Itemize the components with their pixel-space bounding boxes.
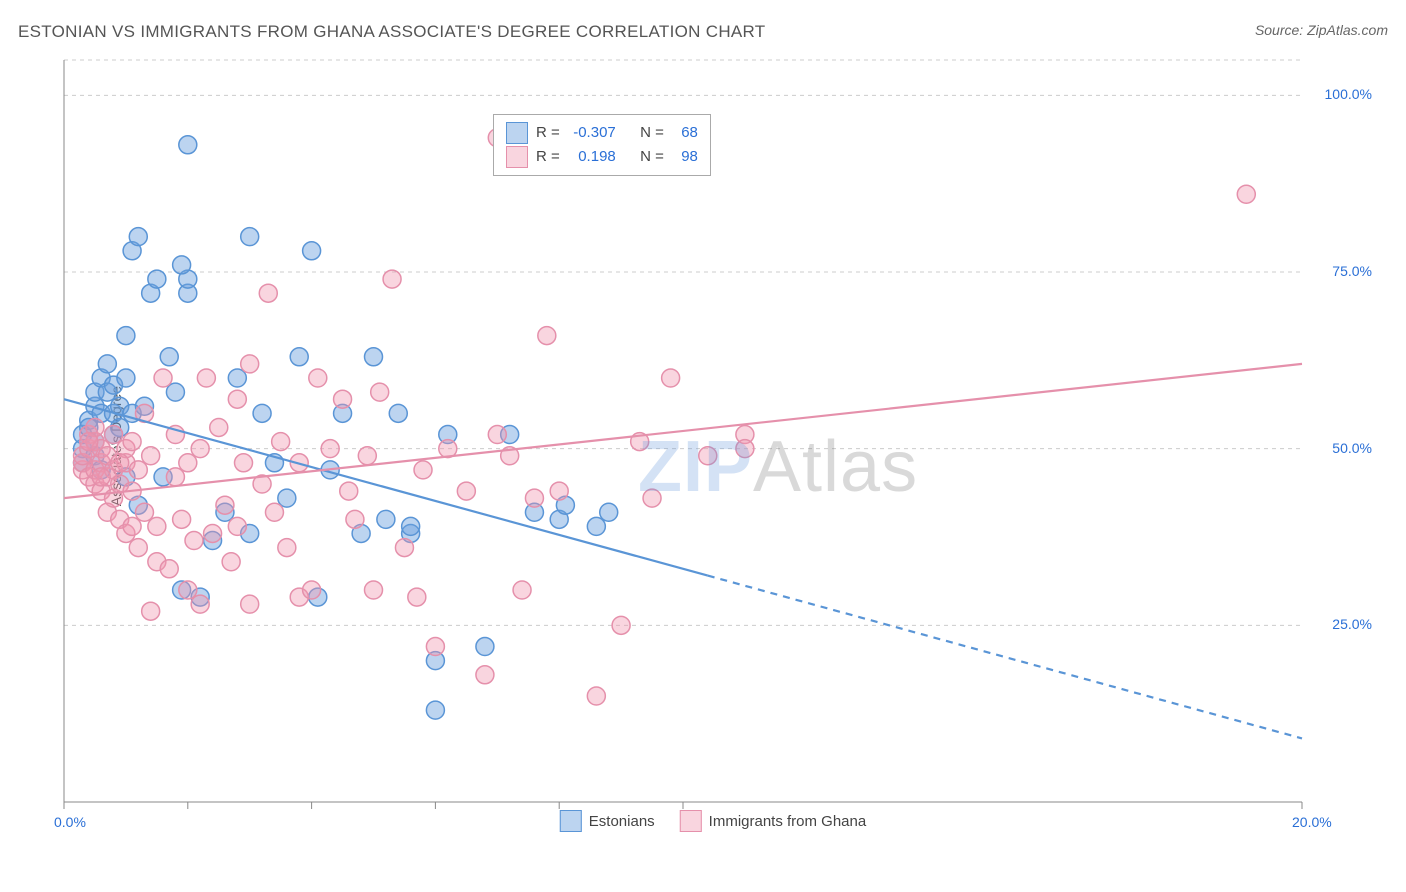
scatter-chart	[48, 56, 1378, 836]
stats-legend-box: R = -0.307 N = 68 R = 0.198 N = 98	[493, 114, 711, 176]
stat-r-label: R =	[536, 121, 560, 145]
stat-n-label: N =	[640, 145, 664, 169]
stat-r-value: 0.198	[568, 145, 616, 169]
bottom-legend: Estonians Immigrants from Ghana	[560, 810, 866, 832]
stats-row: R = -0.307 N = 68	[506, 121, 698, 145]
stat-r-label: R =	[536, 145, 560, 169]
legend-item: Immigrants from Ghana	[680, 810, 867, 832]
legend-swatch	[680, 810, 702, 832]
stat-n-value: 68	[672, 121, 698, 145]
stat-n-value: 98	[672, 145, 698, 169]
x-tick-label: 20.0%	[1292, 814, 1332, 830]
y-tick-label: 75.0%	[1332, 263, 1372, 279]
legend-label: Estonians	[589, 813, 655, 830]
stat-n-label: N =	[640, 121, 664, 145]
stats-swatch	[506, 122, 528, 144]
chart-area: Associate's Degree ZIPAtlas R =-0.307 N …	[48, 56, 1378, 836]
chart-title: ESTONIAN VS IMMIGRANTS FROM GHANA ASSOCI…	[18, 22, 765, 42]
y-tick-label: 100.0%	[1325, 86, 1372, 102]
stats-row: R = 0.198 N = 98	[506, 145, 698, 169]
x-tick-label: 0.0%	[54, 814, 86, 830]
legend-item: Estonians	[560, 810, 655, 832]
legend-label: Immigrants from Ghana	[709, 813, 867, 830]
source-label: Source: ZipAtlas.com	[1255, 22, 1388, 38]
stats-swatch	[506, 146, 528, 168]
legend-swatch	[560, 810, 582, 832]
y-tick-label: 25.0%	[1332, 616, 1372, 632]
y-tick-label: 50.0%	[1332, 440, 1372, 456]
stat-r-value: -0.307	[568, 121, 616, 145]
